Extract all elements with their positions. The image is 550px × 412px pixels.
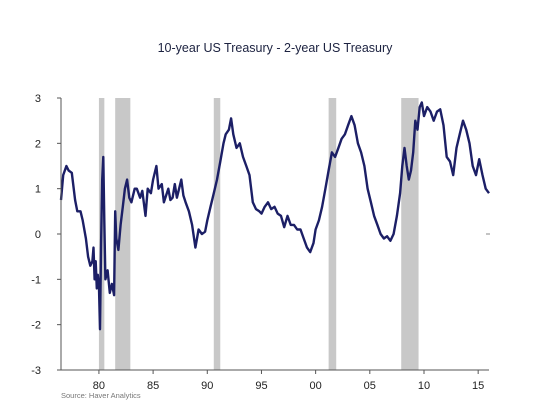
y-tick-label: 0 — [35, 229, 41, 241]
recession-shading — [98, 98, 419, 370]
y-tick-label: -1 — [31, 274, 41, 286]
y-axis-ticks: 3 2 1 0 -1 -2 -3 — [31, 93, 61, 377]
source-note: Source: Haver Analytics — [61, 391, 141, 400]
x-axis-ticks: 80 85 90 95 00 05 10 15 — [93, 370, 484, 392]
x-tick-label: 05 — [364, 380, 376, 392]
chart-title: 10-year US Treasury - 2-year US Treasury — [157, 41, 393, 55]
y-tick-label: -2 — [31, 320, 41, 332]
y-tick-label: 2 — [35, 138, 41, 150]
x-tick-label: 10 — [418, 380, 430, 392]
x-tick-label: 00 — [310, 380, 322, 392]
y-tick-label: 1 — [35, 184, 41, 196]
recession-band-4 — [401, 98, 419, 370]
recession-band-2 — [213, 98, 221, 370]
y-tick-label: 3 — [35, 93, 41, 105]
recession-band-1 — [115, 98, 131, 370]
recession-band-3 — [328, 98, 337, 370]
x-tick-label: 85 — [147, 380, 159, 392]
x-tick-label: 90 — [201, 380, 213, 392]
x-tick-label: 80 — [93, 380, 105, 392]
series-line — [59, 101, 490, 331]
x-tick-label: 95 — [255, 380, 267, 392]
x-tick-label: 15 — [472, 380, 484, 392]
y-tick-label: -3 — [31, 365, 41, 377]
